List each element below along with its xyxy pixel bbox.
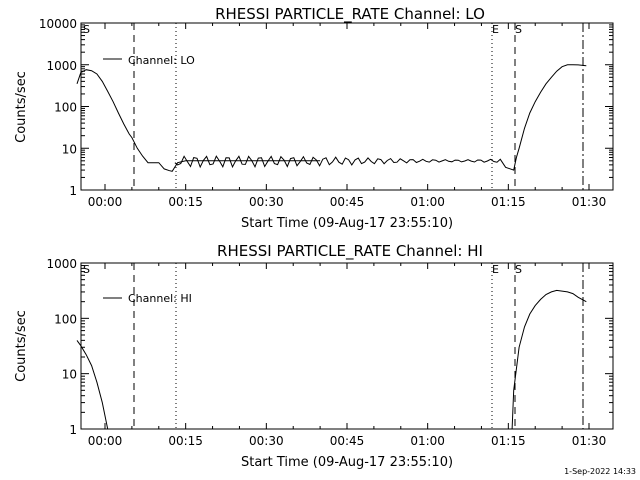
lo-legend: Channel: LO [103,54,195,67]
hi-y-tick-label: 100 [54,312,77,326]
hi-series-line [76,340,109,430]
lo-series-line [76,69,321,172]
hi-y-axis-label: Counts/sec [14,310,29,382]
hi-y-tick-label: 1000 [46,257,77,271]
lo-marker-letter: S [83,23,90,36]
hi-plot-frame [80,262,614,430]
lo-y-tick-label: 10000 [39,17,77,31]
hi-y-tick-label: 1 [69,423,77,437]
hi-x-tick-label: 00:30 [249,434,284,448]
lo-y-axis-label: Counts/sec [14,71,29,143]
lo-marker-letter: E [492,23,499,36]
lo-x-tick-label: 01:00 [410,195,445,209]
hi-x-tick-label: 01:30 [572,434,607,448]
lo-series-tail [174,64,587,171]
hi-marker-letter: E [492,263,499,276]
hi-x-tick-label: 00:00 [88,434,123,448]
hi-marker-letter: S [515,263,522,276]
hi-legend: Channel: HI [103,292,192,305]
hi-x-tick-label: 01:00 [410,434,445,448]
lo-chart-title: RHESSI PARTICLE_RATE Channel: LO [215,5,485,24]
hi-x-tick-label: 01:15 [491,434,526,448]
date-stamp: 1-Sep-2022 14:33 [564,467,636,476]
lo-marker-letter: S [515,23,522,36]
lo-x-tick-label: 00:45 [330,195,365,209]
lo-x-tick-label: 01:15 [491,195,526,209]
hi-marker-letter: S [83,263,90,276]
lo-legend-label: Channel: LO [128,54,195,67]
lo-y-tick-label: 1 [69,184,77,198]
hi-chart-title: RHESSI PARTICLE_RATE Channel: HI [217,242,483,261]
lo-x-tick-label: 00:30 [249,195,284,209]
hi-channel-panel: RHESSI PARTICLE_RATE Channel: HI Counts/… [14,242,614,470]
hi-series-tail [511,289,587,430]
lo-y-tick-label: 100 [54,101,77,115]
hi-x-tick-label: 00:15 [168,434,203,448]
hi-x-axis-label: Start Time (09-Aug-17 23:55:10) [241,455,453,470]
lo-y-tick-label: 1000 [46,59,77,73]
lo-x-tick-label: 00:15 [168,195,203,209]
hi-x-tick-label: 00:45 [330,434,365,448]
lo-x-axis-label: Start Time (09-Aug-17 23:55:10) [241,216,453,231]
hi-y-tick-label: 10 [62,368,77,382]
lo-channel-panel: RHESSI PARTICLE_RATE Channel: LO Counts/… [14,5,614,231]
lo-x-tick-label: 00:00 [88,195,123,209]
lo-x-tick-label: 01:30 [572,195,607,209]
lo-y-tick-label: 10 [62,142,77,156]
hi-legend-label: Channel: HI [128,292,192,305]
